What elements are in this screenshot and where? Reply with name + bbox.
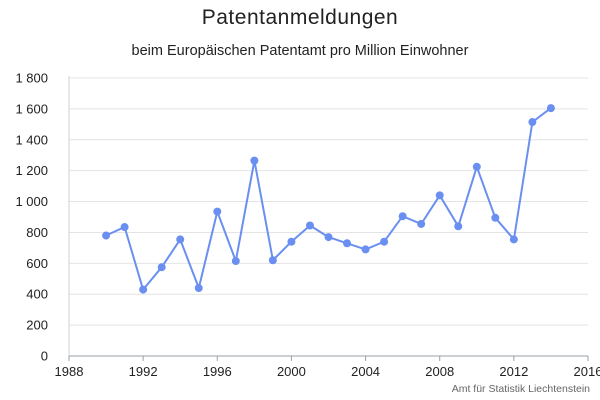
data-point[interactable] <box>231 257 240 266</box>
y-tick-label: 1 400 <box>15 132 48 147</box>
data-point[interactable] <box>454 222 463 231</box>
y-tick-label: 1 000 <box>15 194 48 209</box>
x-axis-ticks: 1988 1992 1996 2000 2004 2008 2012 2016 <box>55 356 600 379</box>
data-point[interactable] <box>398 212 407 221</box>
x-tick-label: 1996 <box>203 364 232 379</box>
x-tick-label: 2008 <box>425 364 454 379</box>
chart-title: Patentanmeldungen <box>201 6 399 29</box>
data-point[interactable] <box>509 235 518 244</box>
data-point[interactable] <box>139 285 148 294</box>
x-tick-label: 2000 <box>277 364 306 379</box>
data-point[interactable] <box>472 162 481 171</box>
y-tick-label: 1 600 <box>15 101 48 116</box>
data-point[interactable] <box>305 221 314 230</box>
data-point[interactable] <box>343 239 352 248</box>
grid-lines <box>69 77 588 326</box>
source-note: Amt für Statistik Liechtenstein <box>451 383 590 395</box>
data-point[interactable] <box>324 233 333 242</box>
y-tick-label: 1 200 <box>15 163 48 178</box>
data-point[interactable] <box>250 156 259 165</box>
chart-subtitle: beim Europäischen Patentamt pro Million … <box>131 43 469 59</box>
x-tick-label: 2016 <box>574 364 600 379</box>
y-tick-label: 200 <box>26 318 48 333</box>
data-point[interactable] <box>213 207 222 216</box>
data-point[interactable] <box>102 231 111 240</box>
x-tick-label: 2004 <box>351 364 380 379</box>
data-point[interactable] <box>268 256 277 265</box>
y-tick-label: 400 <box>26 287 48 302</box>
x-tick-label: 1992 <box>129 364 158 379</box>
data-point[interactable] <box>546 104 555 113</box>
data-point[interactable] <box>491 213 500 222</box>
y-tick-label: 800 <box>26 225 48 240</box>
data-point[interactable] <box>176 235 185 244</box>
data-point[interactable] <box>528 118 537 127</box>
series <box>102 104 555 294</box>
x-tick-label: 2012 <box>499 364 528 379</box>
data-point[interactable] <box>157 263 166 272</box>
data-point[interactable] <box>417 219 426 228</box>
data-point[interactable] <box>361 245 370 254</box>
x-tick-label: 1988 <box>55 364 84 379</box>
y-tick-label: 600 <box>26 256 48 271</box>
y-tick-label: 1 800 <box>15 71 48 86</box>
data-point[interactable] <box>380 237 389 246</box>
data-point[interactable] <box>435 191 444 200</box>
series-line <box>105 107 552 291</box>
data-point[interactable] <box>287 237 296 246</box>
y-axis-ticks: 0 200 400 600 800 1 000 1 200 1 400 1 600 1 800 <box>15 71 48 364</box>
data-point[interactable] <box>120 223 129 232</box>
axes <box>68 76 588 357</box>
data-point[interactable] <box>194 284 203 293</box>
y-tick-label: 0 <box>41 349 48 364</box>
